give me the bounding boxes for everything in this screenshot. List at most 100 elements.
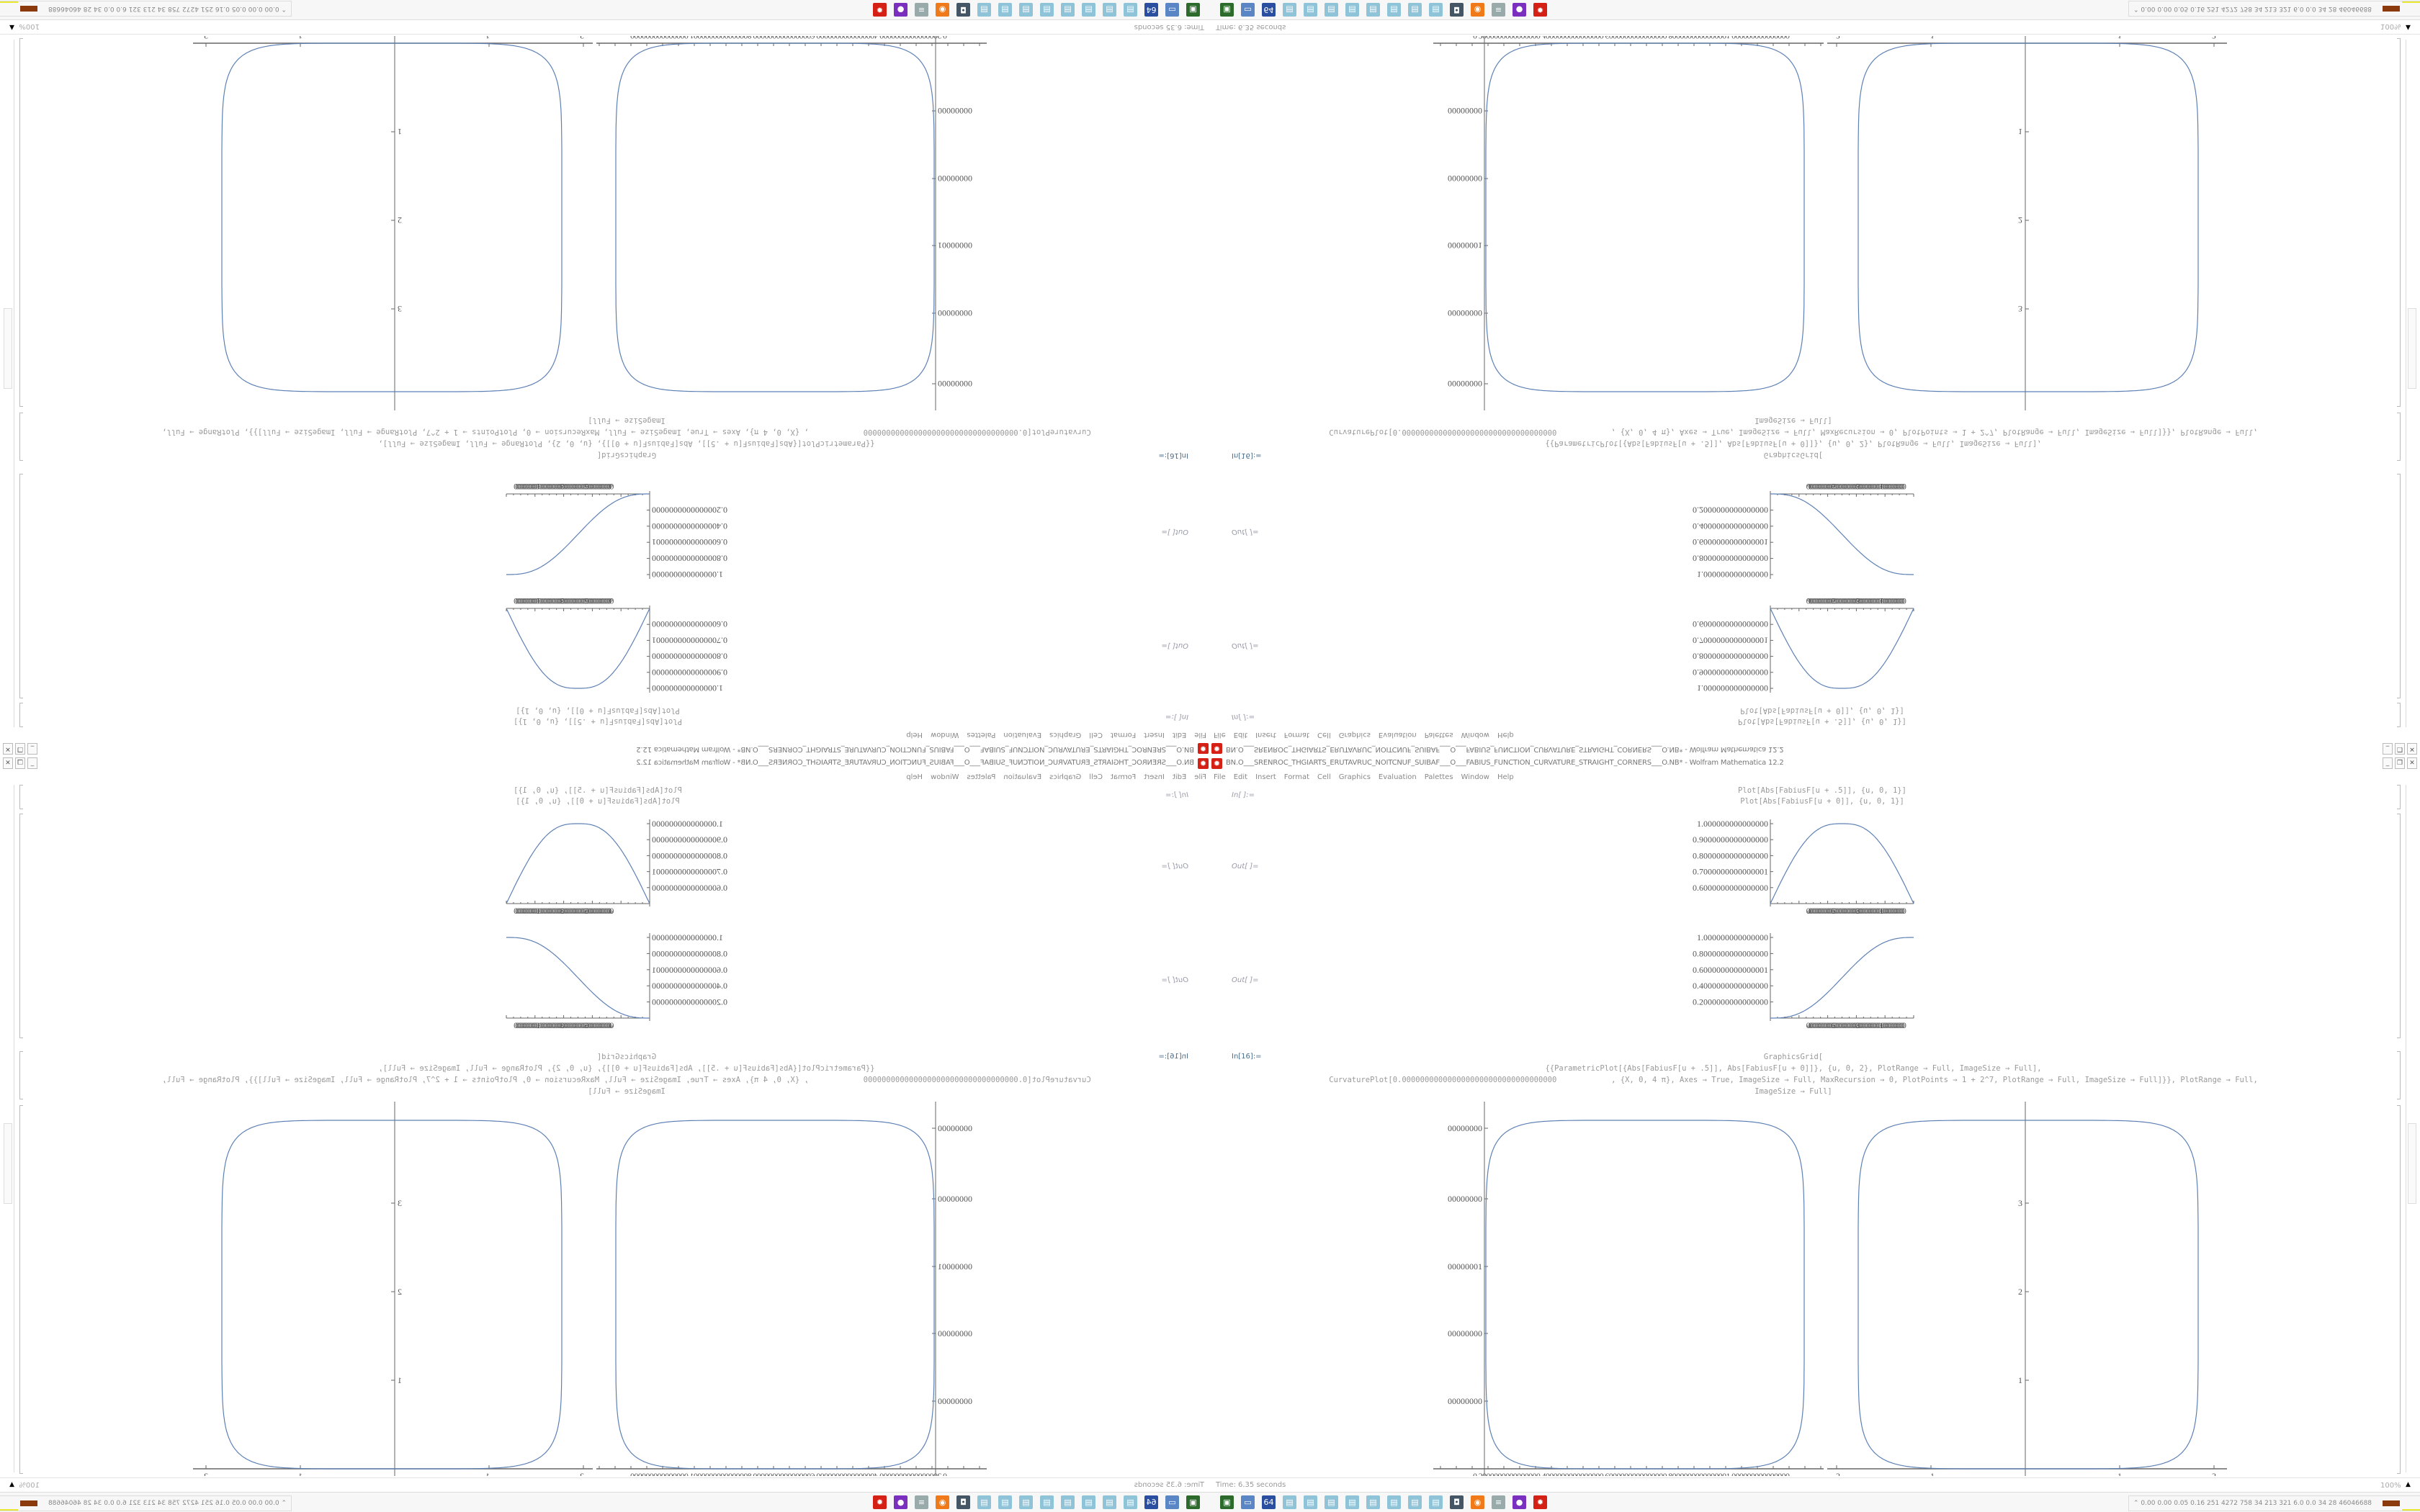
notepad-icon[interactable]: ▤ (1387, 1495, 1401, 1509)
cell-bracket[interactable] (19, 413, 23, 461)
notepad-icon[interactable]: ▤ (1082, 1495, 1095, 1509)
monitor-icon[interactable]: ▭ (1165, 1495, 1179, 1509)
monitor-icon[interactable]: ▭ (1165, 3, 1179, 17)
notepad-icon[interactable]: ▤ (1283, 1495, 1296, 1509)
mathematica-icon[interactable]: ✹ (873, 1495, 887, 1509)
cell-bracket[interactable] (2397, 38, 2401, 407)
notepad-icon[interactable]: ▤ (1345, 3, 1359, 17)
grid-code-line-3[interactable]: CurvaturePlot[0.000000000000000000000000… (162, 1076, 1091, 1084)
cell-bracket[interactable] (19, 1105, 23, 1474)
notepad-scroll-icon[interactable]: ≡ (1492, 3, 1505, 17)
scrollbar-thumb[interactable] (4, 308, 12, 389)
minimize-button[interactable]: _ (2383, 757, 2393, 769)
cell-bracket[interactable] (2397, 413, 2401, 461)
triangle-up-icon[interactable]: ▲ (9, 1481, 14, 1488)
menu-insert[interactable]: Insert (1255, 773, 1276, 781)
scrollbar-thumb[interactable] (4, 1123, 12, 1204)
grid-code-line-2[interactable]: {{ParametricPlot[{Abs[FabiusF[u + .5]], … (1545, 439, 2042, 448)
triangle-up-icon[interactable]: ▲ (9, 24, 14, 31)
floppy-64-icon[interactable]: 64 (1262, 1495, 1276, 1509)
webcam-icon[interactable]: ◘ (956, 1495, 970, 1509)
webcam-icon[interactable]: ◘ (1450, 1495, 1464, 1509)
terminal-icon[interactable]: ▣ (1220, 1495, 1234, 1509)
webcam-icon[interactable]: ◘ (956, 3, 970, 17)
vertical-scrollbar[interactable] (4, 40, 14, 727)
notepad-icon[interactable]: ▤ (1387, 3, 1401, 17)
plot-code-line-1[interactable]: Plot[Abs[FabiusF[u + .5]], {u, 0, 1}] (1738, 786, 1906, 795)
notepad-icon[interactable]: ▤ (1082, 3, 1095, 17)
triangle-up-icon[interactable]: ▲ (2406, 24, 2411, 31)
zoom-level[interactable]: 100% (2380, 22, 2401, 30)
mathematica-icon[interactable]: ✹ (873, 3, 887, 17)
purple-app-icon[interactable]: ● (1512, 1495, 1526, 1509)
zoom-level[interactable]: 100% (19, 1482, 40, 1490)
notepad-icon[interactable]: ▤ (1061, 3, 1075, 17)
floppy-64-icon[interactable]: 64 (1144, 3, 1158, 17)
zoom-level[interactable]: 100% (19, 22, 40, 30)
notepad-icon[interactable]: ▤ (1304, 1495, 1317, 1509)
purple-app-icon[interactable]: ● (894, 3, 908, 17)
maximize-button[interactable]: ❐ (2395, 757, 2405, 769)
grid-code-line-2[interactable]: {{ParametricPlot[{Abs[FabiusF[u + .5]], … (378, 1064, 875, 1073)
scrollbar-thumb[interactable] (2408, 308, 2416, 389)
menu-format[interactable]: Format (1283, 773, 1310, 781)
notepad-icon[interactable]: ▤ (1019, 3, 1033, 17)
menu-cell[interactable]: Cell (1317, 773, 1331, 781)
grid-code-line-2[interactable]: {{ParametricPlot[{Abs[FabiusF[u + .5]], … (1545, 1064, 2042, 1073)
notepad-icon[interactable]: ▤ (1345, 1495, 1359, 1509)
monitor-icon[interactable]: ▭ (1241, 3, 1255, 17)
cell-bracket[interactable] (2397, 1105, 2401, 1474)
scrollbar-thumb[interactable] (2408, 1123, 2416, 1204)
zoom-level[interactable]: 100% (2380, 1482, 2401, 1490)
notepad-icon[interactable]: ▤ (1429, 3, 1443, 17)
notepad-icon[interactable]: ▤ (998, 1495, 1012, 1509)
cell-bracket[interactable] (2397, 814, 2401, 1038)
close-button[interactable]: ✕ (2407, 757, 2417, 769)
grid-code-line-4[interactable]: ImageSize → Full] (1754, 1087, 1832, 1096)
notepad-icon[interactable]: ▤ (977, 1495, 991, 1509)
cell-bracket[interactable] (2397, 785, 2401, 809)
grid-code-line-4[interactable]: ImageSize → Full] (588, 416, 666, 425)
floppy-64-icon[interactable]: 64 (1144, 1495, 1158, 1509)
purple-app-icon[interactable]: ● (894, 1495, 908, 1509)
notepad-icon[interactable]: ▤ (1366, 3, 1380, 17)
menu-evaluation[interactable]: Evaluation (1378, 773, 1417, 781)
notepad-icon[interactable]: ▤ (1325, 3, 1338, 17)
notepad-icon[interactable]: ▤ (1103, 3, 1116, 17)
notepad-icon[interactable]: ▤ (998, 3, 1012, 17)
notepad-icon[interactable]: ▤ (1061, 1495, 1075, 1509)
menu-file[interactable]: File (1214, 773, 1226, 781)
purple-app-icon[interactable]: ● (1512, 3, 1526, 17)
notepad-icon[interactable]: ▤ (1283, 3, 1296, 17)
menu-graphics[interactable]: Graphics (1338, 773, 1371, 781)
grid-code-line-4[interactable]: ImageSize → Full] (588, 1087, 666, 1096)
notepad-icon[interactable]: ▤ (1366, 1495, 1380, 1509)
chevron-up-icon[interactable]: ⌃ (281, 1500, 287, 1507)
webcam-icon[interactable]: ◘ (1450, 3, 1464, 17)
firefox-icon[interactable]: ◉ (1471, 1495, 1484, 1509)
notepad-icon[interactable]: ▤ (1408, 1495, 1422, 1509)
notepad-icon[interactable]: ▤ (1429, 1495, 1443, 1509)
notepad-icon[interactable]: ▤ (1103, 1495, 1116, 1509)
menu-edit[interactable]: Edit (1233, 773, 1248, 781)
grid-code-line-1[interactable]: GraphicsGrid[ (596, 451, 657, 459)
notepad-icon[interactable]: ▤ (977, 3, 991, 17)
grid-code-line-4[interactable]: ImageSize → Full] (1754, 416, 1832, 425)
notepad-icon[interactable]: ▤ (1124, 1495, 1137, 1509)
vertical-scrollbar[interactable] (2406, 785, 2416, 1472)
grid-code-line-1[interactable]: GraphicsGrid[ (1763, 451, 1824, 459)
notepad-icon[interactable]: ▤ (1408, 3, 1422, 17)
terminal-icon[interactable]: ▣ (1220, 3, 1234, 17)
plot-code-line-2[interactable]: Plot[Abs[FabiusF[u + 0]], {u, 0, 1}] (1740, 797, 1904, 806)
grid-code-line-3[interactable]: CurvaturePlot[0.000000000000000000000000… (162, 428, 1091, 436)
grid-code-line-2[interactable]: {{ParametricPlot[{Abs[FabiusF[u + .5]], … (378, 439, 875, 448)
grid-code-line-1[interactable]: GraphicsGrid[ (596, 1053, 657, 1061)
chevron-up-icon[interactable]: ⌃ (281, 5, 287, 12)
monitor-icon[interactable]: ▭ (1241, 1495, 1255, 1509)
vertical-scrollbar[interactable] (2406, 40, 2416, 727)
notepad-icon[interactable]: ▤ (1040, 1495, 1054, 1509)
menu-help[interactable]: Help (1497, 773, 1514, 781)
terminal-icon[interactable]: ▣ (1186, 1495, 1200, 1509)
firefox-icon[interactable]: ◉ (936, 1495, 949, 1509)
cell-bracket[interactable] (19, 38, 23, 407)
